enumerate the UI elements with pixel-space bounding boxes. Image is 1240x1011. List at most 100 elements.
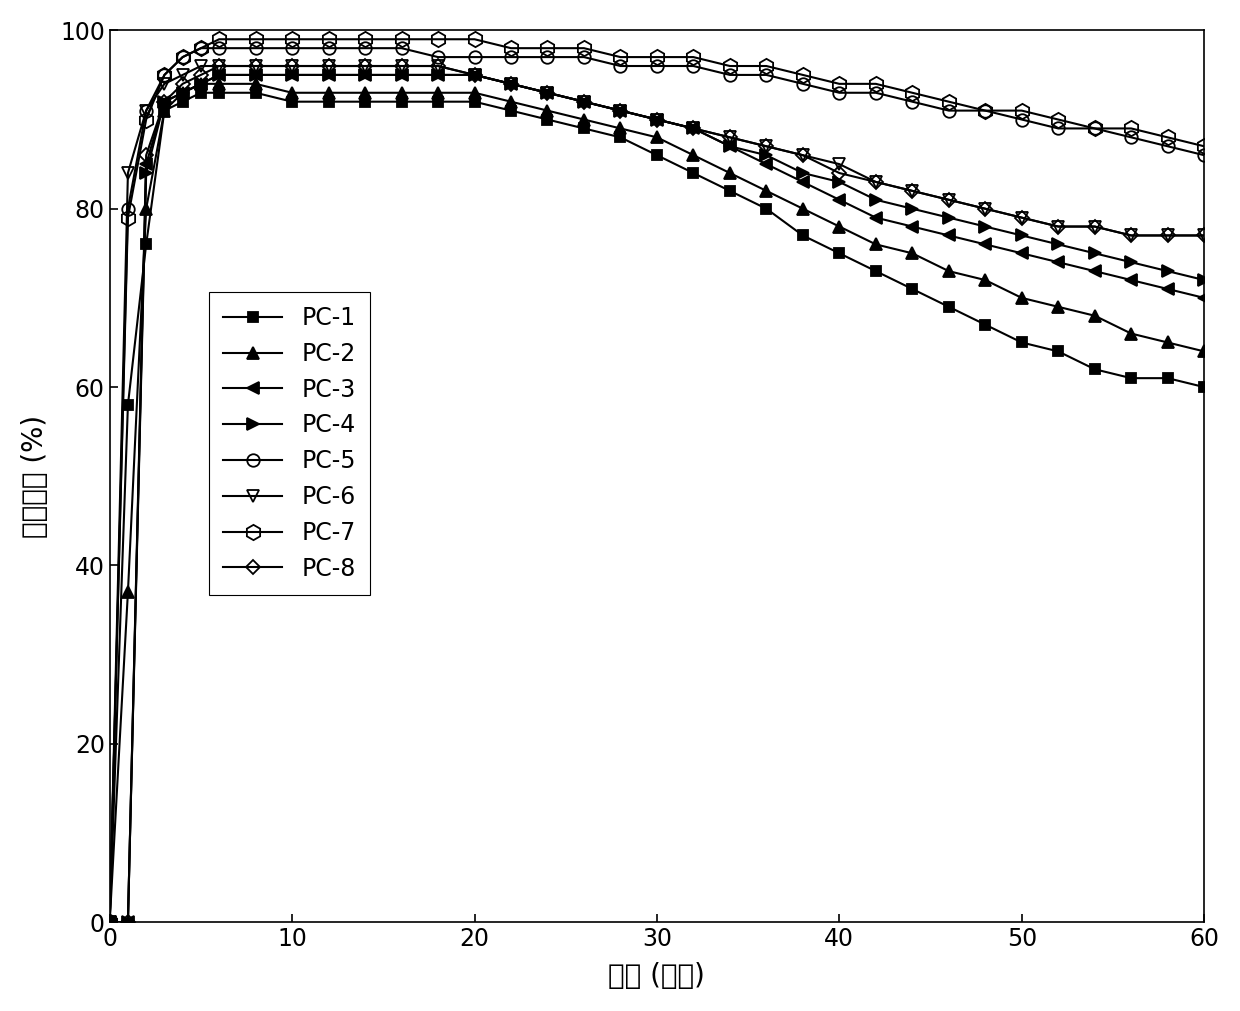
PC-8 <box>430 60 445 72</box>
PC-7 <box>832 78 847 90</box>
PC-4 <box>686 122 701 134</box>
PC-1 <box>139 239 154 251</box>
PC-3 <box>1050 256 1065 268</box>
PC-3 <box>139 158 154 170</box>
PC-7 <box>193 42 208 55</box>
PC-1 <box>430 96 445 108</box>
PC-5 <box>795 78 810 90</box>
PC-4 <box>650 113 665 125</box>
PC-4 <box>467 69 482 81</box>
PC-2 <box>1123 328 1138 340</box>
PC-5 <box>723 69 738 81</box>
PC-3 <box>941 229 956 242</box>
PC-1 <box>1087 363 1102 375</box>
PC-7 <box>795 69 810 81</box>
PC-1 <box>1050 346 1065 358</box>
PC-6 <box>394 60 409 72</box>
PC-7 <box>430 33 445 45</box>
PC-3 <box>248 69 263 81</box>
PC-4 <box>868 194 883 206</box>
PC-6 <box>285 60 300 72</box>
PC-3 <box>577 96 591 108</box>
PC-5 <box>1087 122 1102 134</box>
PC-8 <box>541 87 556 99</box>
PC-3 <box>212 69 227 81</box>
PC-6 <box>650 113 665 125</box>
PC-6 <box>1123 229 1138 242</box>
PC-1 <box>723 185 738 197</box>
Legend: PC-1, PC-2, PC-3, PC-4, PC-5, PC-6, PC-7, PC-8: PC-1, PC-2, PC-3, PC-4, PC-5, PC-6, PC-7… <box>210 292 370 594</box>
PC-2 <box>157 104 172 116</box>
PC-7 <box>1014 104 1029 116</box>
PC-6 <box>193 60 208 72</box>
PC-2 <box>1087 309 1102 321</box>
PC-4 <box>503 78 518 90</box>
PC-8 <box>285 60 300 72</box>
PC-3 <box>868 211 883 223</box>
PC-8 <box>577 96 591 108</box>
PC-5 <box>1197 150 1211 162</box>
PC-6 <box>832 158 847 170</box>
PC-3 <box>175 87 190 99</box>
PC-7 <box>759 60 774 72</box>
PC-7 <box>248 33 263 45</box>
PC-2 <box>175 87 190 99</box>
PC-5 <box>613 60 627 72</box>
PC-1 <box>1123 372 1138 384</box>
PC-5 <box>430 51 445 63</box>
PC-3 <box>795 176 810 188</box>
PC-4 <box>795 167 810 179</box>
PC-6 <box>139 104 154 116</box>
PC-1 <box>467 96 482 108</box>
PC-5 <box>905 96 920 108</box>
PC-1 <box>503 104 518 116</box>
PC-5 <box>832 87 847 99</box>
PC-2 <box>1050 300 1065 312</box>
PC-6 <box>321 60 336 72</box>
PC-7 <box>868 78 883 90</box>
PC-4 <box>577 96 591 108</box>
PC-7 <box>285 33 300 45</box>
PC-6 <box>978 202 993 214</box>
PC-2 <box>905 248 920 260</box>
PC-7 <box>541 42 556 55</box>
PC-1 <box>193 87 208 99</box>
PC-2 <box>193 78 208 90</box>
PC-5 <box>120 202 135 214</box>
PC-6 <box>157 78 172 90</box>
PC-8 <box>759 141 774 153</box>
PC-8 <box>321 60 336 72</box>
PC-5 <box>321 42 336 55</box>
PC-6 <box>868 176 883 188</box>
PC-1 <box>650 150 665 162</box>
Line: PC-8: PC-8 <box>105 61 1209 927</box>
PC-3 <box>1014 248 1029 260</box>
PC-1 <box>577 122 591 134</box>
PC-4 <box>430 69 445 81</box>
PC-3 <box>650 113 665 125</box>
PC-4 <box>394 69 409 81</box>
PC-2 <box>577 113 591 125</box>
PC-7 <box>650 51 665 63</box>
PC-2 <box>686 150 701 162</box>
PC-5 <box>686 60 701 72</box>
PC-2 <box>868 239 883 251</box>
PC-6 <box>248 60 263 72</box>
PC-3 <box>1197 292 1211 304</box>
PC-8 <box>157 96 172 108</box>
PC-2 <box>357 87 372 99</box>
PC-1 <box>905 283 920 295</box>
PC-7 <box>1050 113 1065 125</box>
PC-1 <box>157 104 172 116</box>
PC-8 <box>832 167 847 179</box>
PC-6 <box>503 78 518 90</box>
PC-2 <box>723 167 738 179</box>
PC-2 <box>503 96 518 108</box>
PC-7 <box>357 33 372 45</box>
PC-7 <box>1161 131 1176 144</box>
PC-6 <box>905 185 920 197</box>
PC-8 <box>686 122 701 134</box>
PC-3 <box>503 78 518 90</box>
PC-5 <box>157 69 172 81</box>
PC-1 <box>541 113 556 125</box>
